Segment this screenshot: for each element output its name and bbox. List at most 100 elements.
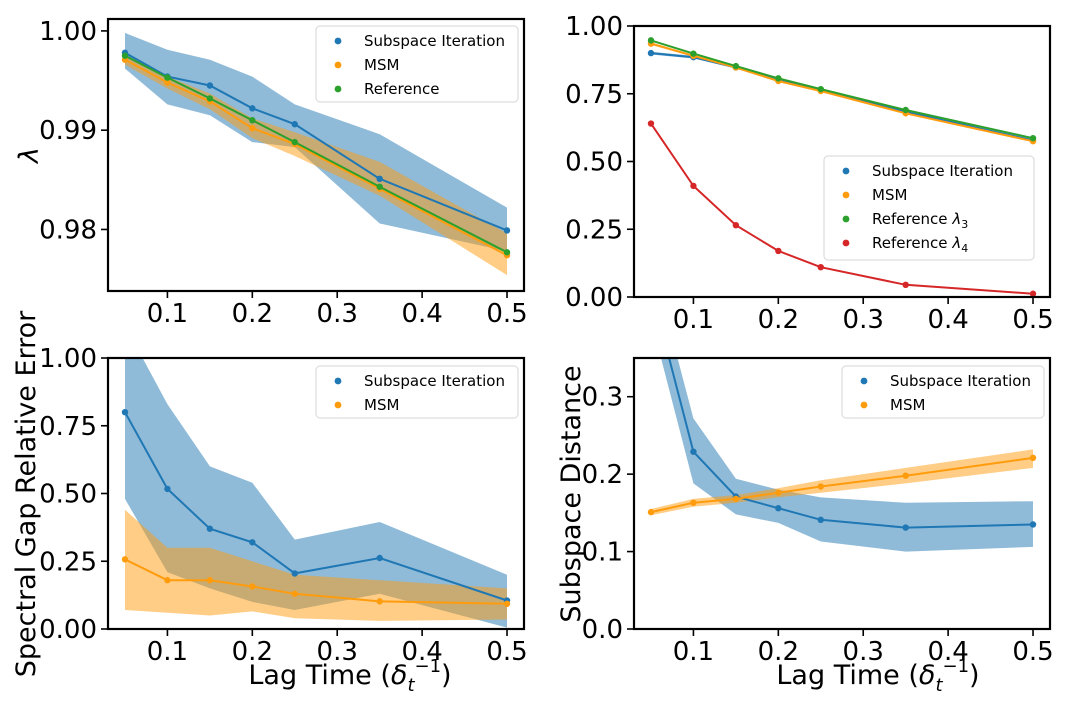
- legend-box: [315, 25, 519, 103]
- y-tick-label: 1.00: [39, 17, 97, 47]
- y-tick-label: 1.00: [565, 12, 623, 42]
- x-tick-label: 0.2: [758, 637, 799, 667]
- legend-label: Subspace Iteration: [364, 32, 505, 50]
- x-tick-label: 0.2: [232, 299, 273, 329]
- legend-box: [823, 155, 1035, 261]
- point-reference-3-3: [775, 75, 782, 82]
- y-tick-label: 0.50: [565, 148, 623, 178]
- y-tick-label: 0.75: [565, 80, 623, 110]
- point-reference-0: [121, 52, 129, 59]
- point-msm-2: [206, 577, 214, 584]
- y-axis-label: Spectral Gap Relative Error: [11, 310, 42, 677]
- y-tick-label: 1.00: [39, 344, 97, 374]
- legend-marker: [334, 377, 342, 385]
- x-tick-label: 0.1: [673, 305, 714, 335]
- y-axis-label: λ: [14, 147, 45, 165]
- legend: Subspace Iteration MSM Reference λ3 Referen…: [823, 155, 1035, 261]
- point-reference-5: [376, 183, 383, 190]
- legend-label: Subspace Iteration: [890, 372, 1031, 390]
- axes-frame: [106, 17, 526, 293]
- legend-box: [315, 365, 519, 419]
- y-axis-label: Subspace Distance: [556, 365, 587, 622]
- legend: Subspace Iteration MSM: [315, 365, 519, 419]
- legend-label: Reference: [364, 80, 440, 98]
- legend-marker: [842, 167, 850, 175]
- x-tick-label: 0.1: [147, 299, 188, 329]
- legend-label: Reference λ3: [872, 210, 968, 231]
- point-msm-1: [164, 577, 171, 584]
- panel-top-left: 0.1 0.2 0.3 0.4 0.5 0.98 0.99 1.00 λ Subspace Ite…: [14, 17, 528, 329]
- point-msm-6: [1029, 454, 1037, 462]
- legend-marker: [842, 239, 850, 247]
- x-tick-label: 0.5: [1012, 305, 1053, 335]
- point-msm-2: [732, 495, 740, 503]
- x-axis-label-right: Lag Time (δt−1): [776, 656, 979, 696]
- y-tick-label: 0.75: [39, 412, 97, 442]
- point-subspace-iteration-4: [291, 570, 298, 577]
- y-tick-label: 0.00: [39, 615, 97, 645]
- legend-marker: [842, 191, 850, 199]
- band-msm: [125, 509, 507, 621]
- legend: Subspace Iteration MSM Reference: [315, 25, 519, 103]
- x-tick-label: 0.5: [486, 637, 527, 667]
- y-tick-label: 0.25: [565, 215, 623, 245]
- point-reference-4-4: [817, 263, 824, 271]
- y-tick-label: 0.99: [39, 116, 97, 146]
- point-reference-3-5: [902, 106, 909, 114]
- point-reference-3-2: [732, 62, 740, 70]
- legend-marker: [860, 401, 868, 409]
- legend-marker: [860, 377, 868, 385]
- plot-area: [647, 285, 1037, 552]
- panel-top-right: 0.1 0.2 0.3 0.4 0.5 0.00 0.25 0.50 0.75 1.00 Subsp…: [565, 12, 1054, 335]
- panel-bottom-left: 0.1 0.2 0.3 0.4 0.5 0.00 0.25 0.50 0.75 1.00Spect…: [11, 310, 528, 677]
- point-subspace-iteration-5: [376, 175, 383, 183]
- x-tick-label: 0.4: [401, 299, 442, 329]
- point-reference-3: [249, 117, 256, 124]
- point-subspace-iteration-3: [775, 505, 782, 512]
- legend-label: MSM: [364, 396, 399, 414]
- point-reference-4-0: [647, 120, 655, 127]
- legend-label: Reference λ4: [872, 234, 968, 255]
- x-tick-label: 0.1: [673, 637, 714, 667]
- point-subspace-iteration-1: [690, 448, 697, 455]
- x-tick-label: 0.4: [927, 305, 968, 335]
- band-subspace-iteration: [660, 358, 1033, 552]
- y-tick-label: 0.00: [565, 283, 623, 313]
- point-subspace-iteration-0: [648, 285, 654, 291]
- point-reference-4-3: [775, 247, 782, 255]
- y-tick-label: 0.98: [39, 215, 97, 245]
- point-msm-1: [690, 499, 697, 506]
- point-subspace-iteration-6: [503, 227, 511, 234]
- legend: Subspace Iteration MSM: [841, 365, 1045, 419]
- x-tick-label: 0.4: [927, 637, 968, 667]
- x-tick-label: 0.3: [843, 637, 884, 667]
- y-tick-label: 0.2: [582, 460, 623, 490]
- point-reference-4-1: [690, 182, 697, 190]
- legend-marker: [334, 401, 342, 409]
- point-reference-1: [164, 74, 171, 81]
- point-msm-3: [775, 489, 782, 496]
- legend-marker: [334, 85, 342, 93]
- point-msm-4: [291, 590, 298, 597]
- legend-marker: [334, 61, 342, 69]
- y-tick-label: 0.25: [39, 547, 97, 577]
- x-tick-label: 0.1: [147, 637, 188, 667]
- x-tick-label: 0.3: [843, 305, 884, 335]
- point-msm-6: [503, 600, 511, 607]
- point-subspace-iteration-2: [206, 525, 214, 532]
- point-msm-1: [164, 79, 171, 86]
- point-subspace-iteration-1: [164, 485, 171, 493]
- point-msm-5: [376, 598, 383, 605]
- legend-label: Subspace Iteration: [872, 162, 1013, 180]
- point-subspace-iteration-5: [376, 554, 383, 562]
- x-tick-label: 0.3: [317, 637, 358, 667]
- point-msm-0: [647, 508, 655, 516]
- plot-area: [121, 32, 511, 276]
- point-msm-0: [121, 556, 129, 563]
- point-subspace-iteration-4: [817, 516, 824, 524]
- point-msm-3: [249, 583, 256, 590]
- x-tick-label: 0.2: [758, 305, 799, 335]
- point-msm-3: [249, 124, 256, 132]
- point-msm-5: [902, 472, 909, 479]
